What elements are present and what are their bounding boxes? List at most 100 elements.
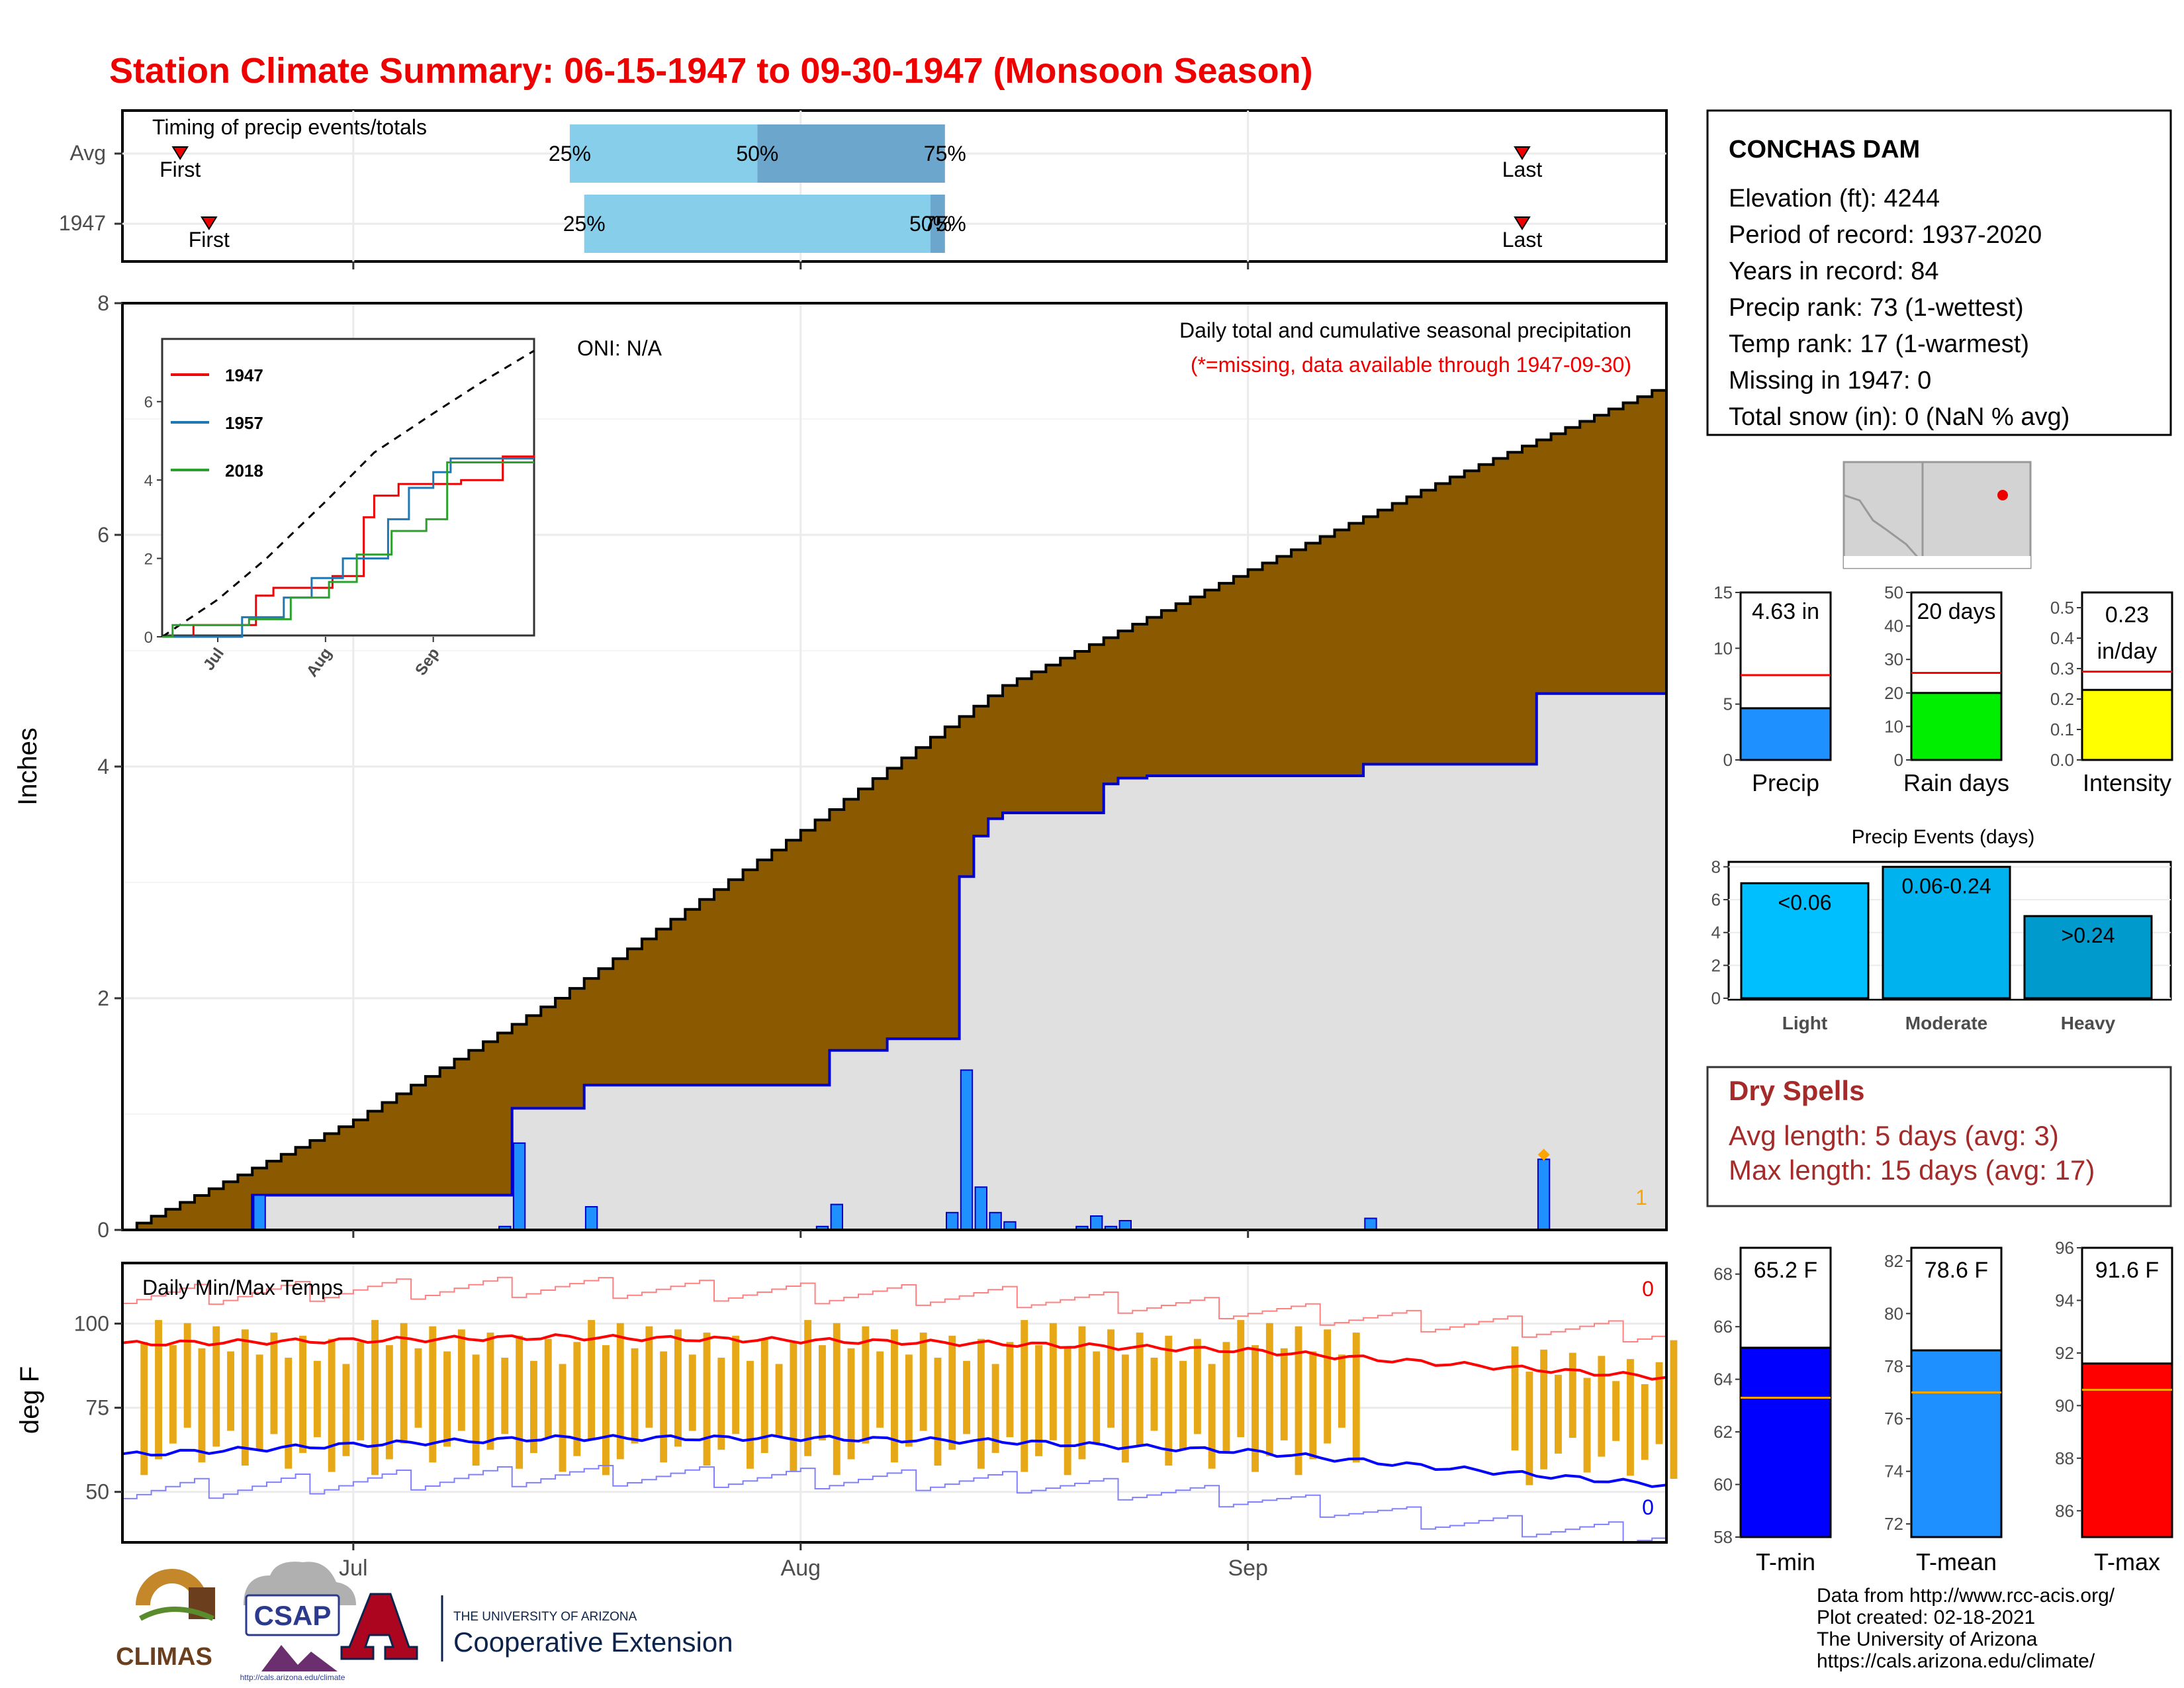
daily-temp-bar xyxy=(1208,1364,1216,1469)
daily-temp-bar xyxy=(1555,1374,1562,1454)
events-category-label: Heavy xyxy=(2061,1013,2116,1033)
daily-temp-bar xyxy=(342,1364,350,1456)
summary-bar-tick-label: 0.5 xyxy=(2050,598,2074,618)
ua-logo-line1: THE UNIVERSITY OF ARIZONA xyxy=(453,1610,637,1624)
daily-precip-bar xyxy=(1090,1215,1103,1231)
timing-bar-50-75 xyxy=(757,124,945,183)
temp-summary-value-bar xyxy=(1739,1346,1832,1538)
daily-temp-bar xyxy=(414,1348,422,1428)
daily-temp-bar xyxy=(1121,1354,1129,1463)
events-bar-label: >0.24 xyxy=(2062,923,2115,947)
temp-summary-tick-label: 90 xyxy=(2055,1395,2074,1415)
daily-temp-bar xyxy=(255,1354,263,1450)
inset-y-tick-label: 6 xyxy=(144,394,153,412)
daily-temp-bar xyxy=(819,1345,826,1440)
summary-bar-value xyxy=(1910,692,2003,761)
daily-temp-bar xyxy=(227,1351,234,1431)
summary-bar-value xyxy=(1739,707,1832,761)
daily-temp-bar xyxy=(1237,1320,1245,1438)
daily-precip-bar xyxy=(1537,1158,1551,1231)
daily-temp-bar xyxy=(1627,1359,1634,1476)
daily-temp-bar xyxy=(963,1360,970,1434)
daily-temp-bar xyxy=(790,1342,797,1472)
daily-temp-bar xyxy=(1049,1323,1057,1440)
temp-y-tick-label: 75 xyxy=(85,1396,109,1420)
daily-temp-bar xyxy=(934,1358,942,1466)
credits: Data from http://www.rcc-acis.org/ Plot … xyxy=(1817,1585,2115,1672)
station-precip-rank: Precip rank: 73 (1-wettest) xyxy=(1729,294,2024,322)
daily-temp-bar xyxy=(1525,1372,1533,1485)
timing-label-50: 50% xyxy=(736,142,778,165)
dry-spells-box: Dry Spells Avg length: 5 days (avg: 3) M… xyxy=(1706,1066,2172,1207)
temp-y-axis-label: deg F xyxy=(15,1366,44,1434)
timing-bar-25-50 xyxy=(569,124,758,183)
summary-bar-tick-label: 0.0 xyxy=(2050,750,2074,770)
precip-y-tick-label: 6 xyxy=(97,523,109,547)
daily-temp-bar xyxy=(1670,1340,1678,1479)
timing-last-marker xyxy=(1514,146,1531,160)
credit-plot-date: Plot created: 02-18-2021 xyxy=(1817,1607,2035,1628)
timing-bar-50-75 xyxy=(931,195,945,253)
temp-missing-max: 0 xyxy=(1642,1277,1654,1301)
daily-temp-bar xyxy=(862,1326,870,1444)
daily-precip-bar xyxy=(960,1069,974,1231)
events-y-tick-label: 8 xyxy=(1711,857,1721,876)
daily-temp-bar xyxy=(1540,1349,1548,1470)
daily-temp-bar xyxy=(977,1338,985,1469)
daily-temp-bar xyxy=(270,1333,278,1434)
daily-temp-bar xyxy=(703,1333,711,1466)
temp-summary-value-label: 78.6 F xyxy=(1925,1258,1988,1283)
temp-summary-value-label: 91.6 F xyxy=(2095,1258,2159,1283)
summary-bar-name: Intensity xyxy=(2083,769,2171,796)
daily-precip-bar xyxy=(974,1186,987,1231)
station-elevation: Elevation (ft): 4244 xyxy=(1729,185,1940,212)
station-period: Period of record: 1937-2020 xyxy=(1729,221,2042,249)
timing-label-50: 50% xyxy=(909,212,952,236)
summary-bar-value-label: 0.23 xyxy=(2105,602,2149,628)
timing-panel-title: Timing of precip events/totals xyxy=(152,115,427,139)
precip-events-title: Precip Events (days) xyxy=(1852,826,2035,848)
daily-temp-bar xyxy=(847,1348,855,1460)
temp-summary-tick-label: 88 xyxy=(2055,1448,2074,1468)
daily-temp-bar xyxy=(140,1342,148,1476)
events-category-label: Light xyxy=(1782,1013,1827,1033)
temp-summary-tick-label: 76 xyxy=(1884,1409,1903,1429)
temp-summary-tick-label: 86 xyxy=(2055,1501,2074,1521)
dry-spells-title: Dry Spells xyxy=(1729,1075,1864,1106)
daily-precip-bar xyxy=(584,1206,598,1231)
temp-summary-tick-label: 82 xyxy=(1884,1251,1903,1271)
daily-temp-bar xyxy=(1612,1381,1620,1441)
daily-precip-bar xyxy=(946,1211,959,1231)
daily-temp-bar xyxy=(400,1323,408,1444)
station-snow: Total snow (in): 0 (NaN % avg) xyxy=(1729,403,2070,431)
daily-temp-bar xyxy=(747,1360,754,1469)
daily-temp-bar xyxy=(1295,1326,1302,1476)
daily-temp-bar xyxy=(1280,1348,1288,1440)
daily-temp-bar xyxy=(876,1351,884,1428)
temp-summary-value-bar xyxy=(2081,1362,2173,1538)
inset-y-tick-label: 0 xyxy=(144,629,153,647)
daily-temp-bar xyxy=(544,1338,552,1438)
daily-precip-bar xyxy=(1118,1220,1132,1231)
temp-summary-chart-2: 86 88 90 92 94 96 91.6 F T-max xyxy=(2055,1238,2173,1575)
temp-summary-value-bar xyxy=(1910,1349,2003,1538)
daily-temp-bar xyxy=(1179,1360,1187,1450)
daily-temp-bar xyxy=(760,1338,768,1453)
daily-temp-bar xyxy=(443,1351,451,1447)
daily-temp-bar xyxy=(1064,1348,1071,1476)
temp-summary-tick-label: 66 xyxy=(1713,1317,1733,1336)
daily-temp-bar xyxy=(1021,1320,1028,1472)
daily-temp-bar xyxy=(1583,1378,1591,1473)
daily-temp-bar xyxy=(1641,1384,1649,1460)
daily-temp-bar xyxy=(1035,1345,1042,1456)
credit-url: https://cals.arizona.edu/climate/ xyxy=(1817,1650,2095,1672)
summary-bar-tick-label: 10 xyxy=(1713,638,1733,658)
summary-bar-tick-label: 0.1 xyxy=(2050,720,2074,739)
climas-logo-text: CLIMAS xyxy=(116,1643,212,1671)
oni-label: ONI: N/A xyxy=(577,336,662,360)
summary-bar-tick-label: 0.2 xyxy=(2050,689,2074,709)
daily-temp-bar xyxy=(616,1323,624,1460)
daily-temp-bar xyxy=(1338,1354,1345,1428)
